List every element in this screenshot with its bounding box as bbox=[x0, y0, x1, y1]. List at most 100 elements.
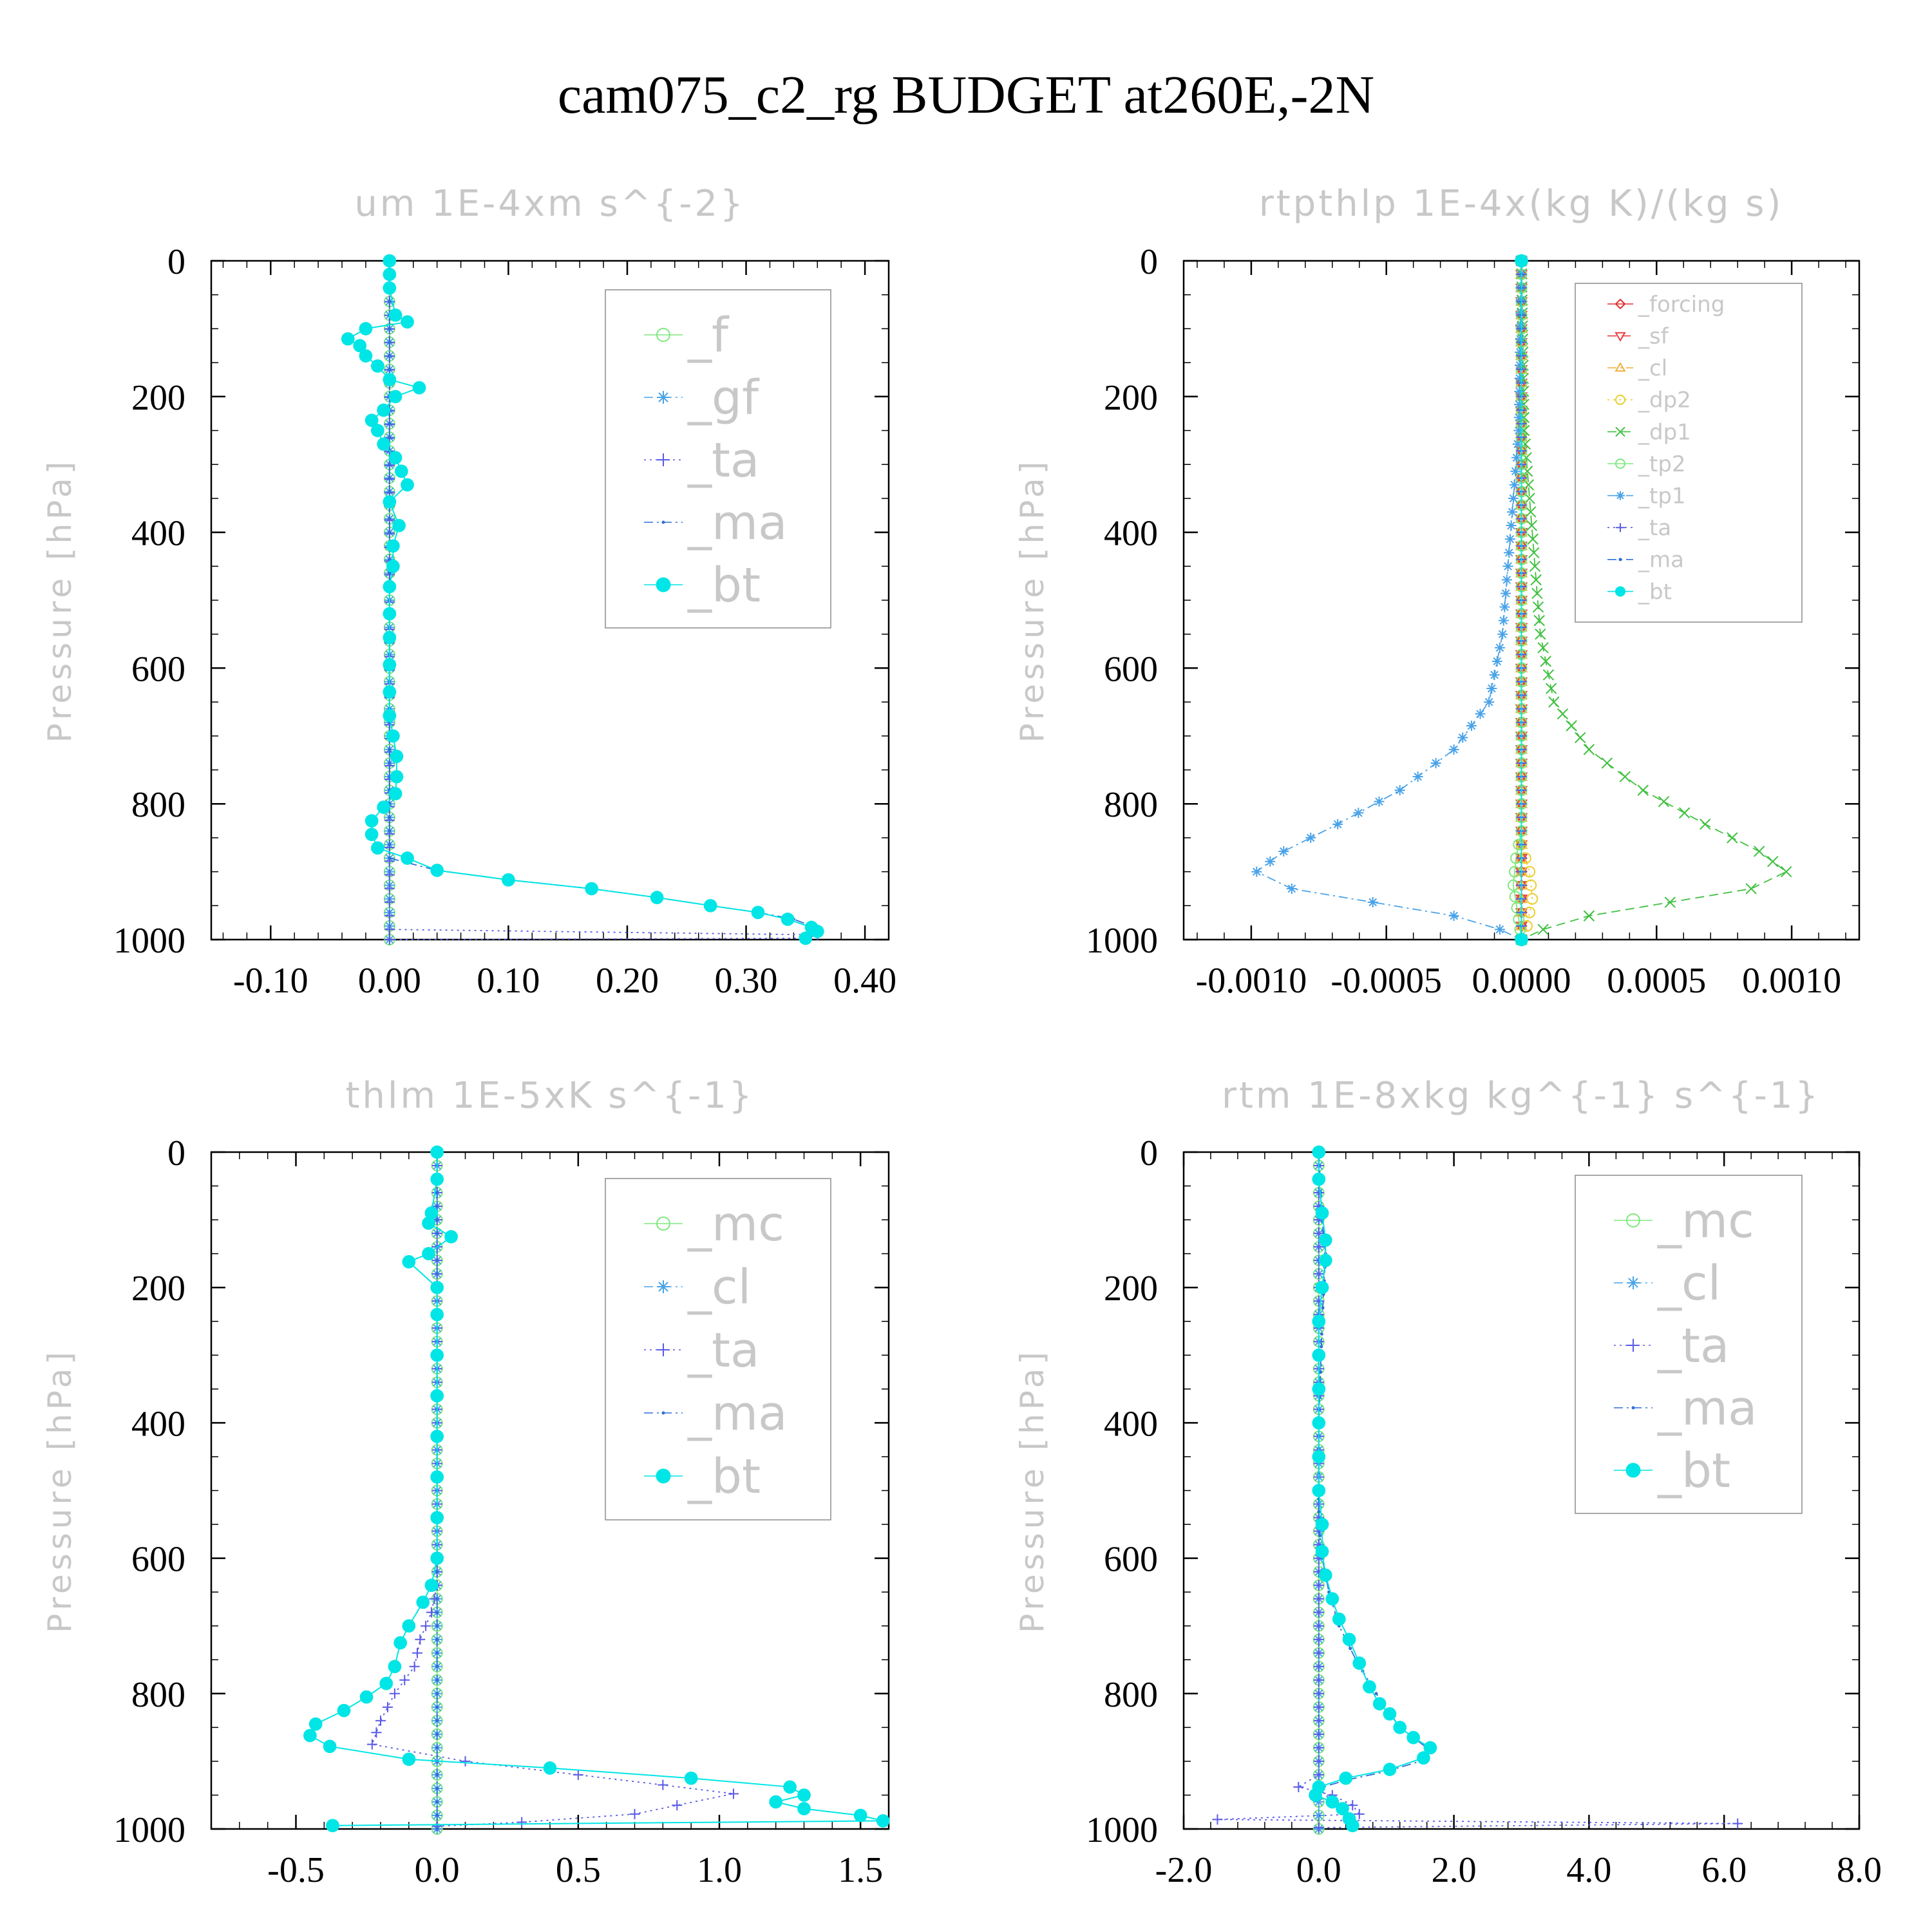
dot-marker bbox=[1618, 558, 1622, 562]
y-tick-label: 400 bbox=[131, 514, 185, 554]
plus-marker bbox=[409, 1661, 420, 1672]
x-marker bbox=[1527, 533, 1539, 545]
y-tick-label: 600 bbox=[1104, 649, 1158, 689]
asterisk-marker bbox=[1513, 425, 1524, 436]
bt-marker bbox=[383, 580, 397, 594]
plus-marker bbox=[399, 1674, 410, 1685]
x-tick-label: 6.0 bbox=[1701, 1850, 1747, 1890]
figure-suptitle: cam075_c2_rg BUDGET at260E,-2N bbox=[558, 65, 1374, 125]
plus-marker bbox=[384, 911, 395, 921]
plus-marker bbox=[672, 1800, 683, 1811]
bt-marker bbox=[430, 1348, 444, 1362]
legend: _f _gf _ta _ma _bt bbox=[605, 289, 831, 629]
bt-marker bbox=[416, 1595, 430, 1609]
x-tick-label: 0.0 bbox=[415, 1850, 460, 1890]
bt-marker bbox=[1312, 1348, 1326, 1362]
asterisk-marker bbox=[1475, 708, 1486, 719]
plus-marker bbox=[1616, 523, 1625, 533]
legend-item: _f bbox=[644, 308, 730, 363]
bt-marker bbox=[303, 1728, 317, 1743]
x-tick-label: -0.0010 bbox=[1196, 961, 1307, 1001]
x-marker bbox=[1522, 466, 1533, 477]
x-tick-label: 0.00 bbox=[358, 961, 421, 1001]
bt-marker bbox=[1352, 1656, 1367, 1670]
bt-marker bbox=[430, 1172, 444, 1186]
plus-marker bbox=[375, 1715, 386, 1726]
legend-label: _tp2 bbox=[1638, 451, 1686, 477]
dot-marker bbox=[661, 1411, 665, 1415]
plus-marker bbox=[1627, 1339, 1640, 1352]
legend-item: _cl bbox=[1614, 1256, 1721, 1311]
dot-marker bbox=[388, 748, 392, 752]
y-tick-label: 1000 bbox=[113, 1810, 185, 1850]
circle-marker bbox=[1615, 394, 1625, 405]
legend-label: _ta bbox=[687, 433, 759, 488]
chart-panel-4: rtm 1E-8xkg kg^{-1} s^{-1} Pressure [hPa]… bbox=[1014, 1075, 1882, 1890]
x-marker bbox=[1532, 601, 1544, 613]
asterisk-marker bbox=[1466, 720, 1477, 731]
bt-marker bbox=[444, 1230, 458, 1244]
dot-marker bbox=[388, 517, 392, 521]
dot-marker bbox=[435, 1814, 439, 1817]
x-tick-label: 0.5 bbox=[556, 1850, 601, 1890]
legend-label: _gf bbox=[687, 370, 760, 426]
asterisk-marker bbox=[1508, 493, 1519, 504]
plus-marker bbox=[384, 934, 395, 945]
asterisk-marker bbox=[1504, 534, 1515, 545]
plus-marker bbox=[658, 1779, 668, 1790]
bt-marker bbox=[1315, 1517, 1329, 1531]
series-line bbox=[1255, 260, 1522, 940]
dot-marker bbox=[1321, 1306, 1325, 1310]
plus-marker bbox=[657, 1343, 670, 1356]
legend-label: _ta bbox=[1657, 1318, 1729, 1374]
chart-title: rtpthlp 1E-4x(kg K)/(kg s) bbox=[1259, 183, 1784, 225]
y-tick-label: 800 bbox=[1104, 1675, 1158, 1715]
x-marker bbox=[1537, 923, 1549, 935]
bt-marker bbox=[365, 828, 379, 841]
asterisk-marker bbox=[1504, 547, 1515, 558]
asterisk-marker bbox=[1374, 796, 1385, 807]
y-tick-label: 0 bbox=[1140, 242, 1158, 282]
dot-marker bbox=[1317, 1510, 1321, 1513]
bt-marker bbox=[308, 1717, 323, 1731]
dot-marker bbox=[435, 1597, 439, 1601]
legend-box bbox=[605, 1178, 831, 1520]
bt-marker bbox=[1325, 1592, 1340, 1606]
bt-marker bbox=[359, 1690, 374, 1704]
bt-marker bbox=[1312, 1145, 1326, 1159]
bt-marker bbox=[401, 851, 414, 865]
asterisk-marker bbox=[1278, 846, 1289, 857]
x-tick-label: 0.10 bbox=[477, 961, 540, 1001]
chart-panel-2: rtpthlp 1E-4x(kg K)/(kg s) Pressure [hPa]… bbox=[1014, 183, 1861, 1001]
x-tick-label: 0.30 bbox=[715, 961, 778, 1001]
asterisk-marker bbox=[1499, 601, 1510, 612]
legend-box bbox=[1575, 283, 1803, 623]
bt-marker bbox=[430, 1145, 444, 1159]
asterisk-marker bbox=[1313, 1796, 1324, 1807]
bt-marker bbox=[422, 1217, 435, 1230]
dot-marker bbox=[388, 476, 392, 480]
dot-marker bbox=[661, 520, 665, 524]
dot-marker bbox=[435, 1570, 439, 1574]
bt-marker bbox=[430, 864, 444, 877]
bt-marker bbox=[388, 451, 402, 465]
dot-marker bbox=[388, 842, 392, 846]
dot-marker bbox=[435, 1800, 439, 1804]
legend-label: _sf bbox=[1638, 324, 1669, 350]
bt-marker bbox=[383, 658, 397, 672]
bt-marker bbox=[365, 814, 379, 828]
bt-marker bbox=[1406, 1730, 1421, 1745]
asterisk-marker bbox=[1494, 642, 1505, 653]
bt-marker bbox=[430, 1511, 444, 1524]
x-marker bbox=[1727, 832, 1738, 844]
dot-marker bbox=[1631, 1406, 1635, 1410]
plus-marker bbox=[1313, 1742, 1324, 1753]
y-tick-label: 0 bbox=[167, 1133, 185, 1173]
y-tick-label: 400 bbox=[1104, 1404, 1158, 1444]
bt-marker bbox=[323, 1739, 337, 1754]
dot-marker bbox=[435, 1204, 439, 1208]
chart-panel-3: thlm 1E-5xK s^{-1} Pressure [hPa] -0.5 0.0 0… bbox=[41, 1075, 890, 1890]
dot-marker bbox=[435, 1678, 439, 1682]
bt-marker bbox=[383, 267, 397, 281]
